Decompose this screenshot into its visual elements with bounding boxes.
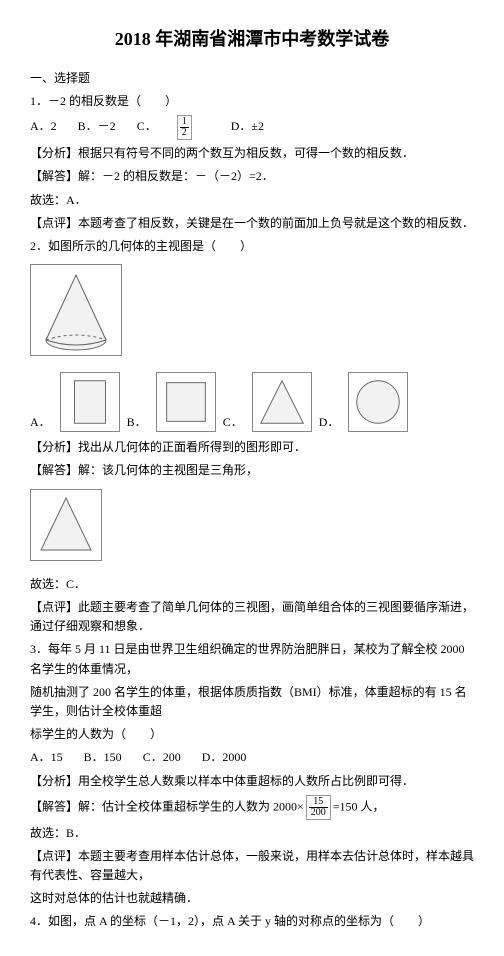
q2-opt-d-fig — [348, 372, 408, 432]
q3-comment-2: 这时对总体的估计也就越精确． — [30, 889, 474, 908]
cone-figure — [30, 264, 122, 356]
fraction: 15200 — [306, 795, 331, 820]
q2-options-row: A． B． C． D． — [30, 372, 474, 432]
q2-opt-a-label: A． — [30, 413, 51, 432]
q2-opt-b-label: B． — [127, 413, 147, 432]
q3-stem-3: 标学生的人数为（ ） — [30, 725, 474, 744]
q3-stem-2: 随机抽测了 200 名学生的体重，根据体质质指数（BMI）标准，体重超标的有 1… — [30, 683, 474, 721]
q1-opt-c: C．12 — [137, 119, 210, 133]
q2-answer-figure — [30, 489, 102, 561]
q3-comment-1: 【点评】本题主要考查用样本估计总体，一般来说，用样本去估计总体时，样本越具有代表… — [30, 847, 474, 885]
rect-icon — [61, 373, 119, 431]
q1-answer-2: 故选：A． — [30, 191, 474, 210]
q1-stem: 1．－2 的相反数是（ ） — [30, 92, 474, 111]
q2-opt-a-fig — [60, 372, 120, 432]
q1-opt-d: D．±2 — [231, 119, 264, 133]
cone-icon — [31, 265, 121, 355]
q1-comment: 【点评】本题考查了相反数，关键是在一个数的前面加上负号就是这个数的相反数． — [30, 214, 474, 233]
q2-answer-1: 【解答】解：该几何体的主视图是三角形， — [30, 461, 474, 480]
q3-opt-c: C．200 — [143, 750, 181, 764]
triangle-icon — [253, 373, 311, 431]
q1-opt-b: B．－2 — [78, 119, 116, 133]
q1-opt-a: A．2 — [30, 119, 57, 133]
q2-opt-c-label: C． — [223, 413, 243, 432]
q3-analysis: 【分析】用全校学生总人数乘以样本中体重超标的人数所占比例即可得． — [30, 772, 474, 791]
q2-opt-b-fig — [156, 372, 216, 432]
q2-comment: 【点评】此题主要考查了简单几何体的三视图，画简单组合体的三视图要循序渐进，通过仔… — [30, 598, 474, 636]
q1-options: A．2 B．－2 C．12 D．±2 — [30, 115, 474, 140]
q3-opt-a: A．15 — [30, 750, 63, 764]
section-header: 一、选择题 — [30, 69, 474, 88]
q1-answer-1: 【解答】解：－2 的相反数是：－（－2）=2． — [30, 167, 474, 186]
q1-analysis: 【分析】根据只有符号不同的两个数互为相反数，可得一个数的相反数． — [30, 144, 474, 163]
q3-opt-d: D．2000 — [202, 750, 247, 764]
square-icon — [157, 373, 215, 431]
q2-analysis: 【分析】找出从几何体的正面看所得到的图形即可． — [30, 438, 474, 457]
q3-options: A．15 B．150 C．200 D．2000 — [30, 748, 474, 767]
q4-stem: 4．如图，点 A 的坐标（－1，2），点 A 关于 y 轴的对称点的坐标为（ ） — [30, 912, 474, 931]
fraction: 12 — [177, 115, 192, 140]
triangle-icon — [31, 490, 101, 560]
q3-stem-1: 3．每年 5 月 11 日是由世界卫生组织确定的世界防治肥胖日，某校为了解全校 … — [30, 640, 474, 678]
q3-opt-b: B．150 — [84, 750, 122, 764]
q2-answer-2: 故选：C． — [30, 575, 474, 594]
page-title: 2018 年湖南省湘潭市中考数学试卷 — [30, 25, 474, 54]
q3-answer-1: 【解答】解：估计全校体重超标学生的人数为 2000×15200=150 人， — [30, 795, 474, 820]
q2-opt-d-label: D． — [319, 413, 340, 432]
q2-opt-c-fig — [252, 372, 312, 432]
circle-icon — [349, 373, 407, 431]
q3-answer-2: 故选：B． — [30, 824, 474, 843]
q2-stem: 2．如图所示的几何体的主视图是（ ） — [30, 237, 474, 256]
